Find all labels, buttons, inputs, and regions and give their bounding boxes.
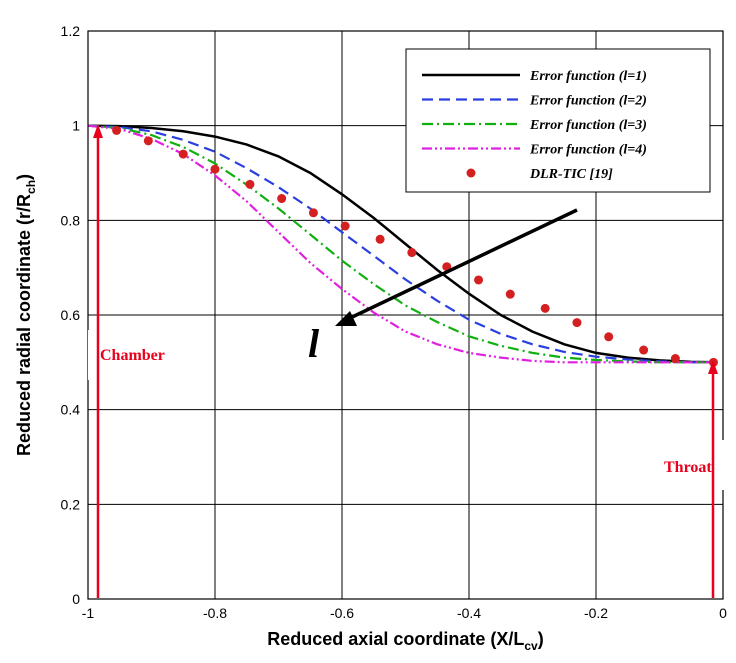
x-tick-label: -0.2: [584, 605, 608, 621]
y-tick-label: 0.2: [61, 496, 81, 512]
series-5-point: [407, 248, 417, 258]
series-4-line: [87, 124, 717, 364]
series-5-point: [505, 289, 515, 299]
throat-arrowhead: [708, 360, 718, 374]
x-axis-title-main: Reduced axial coordinate (X/L: [267, 629, 524, 649]
legend-box: [405, 48, 711, 193]
y-tick-label: 0: [72, 591, 80, 607]
legend-label-5: DLR-TIC [19]: [529, 167, 613, 182]
legend-label-3: Error function (l=3): [529, 118, 647, 133]
series-5-point: [474, 275, 484, 285]
legend: Error function (l=1) Error function (l=2)…: [405, 48, 711, 193]
series-5-point: [210, 164, 220, 174]
throat-label: Throat: [664, 459, 712, 476]
series-5-point: [540, 303, 550, 313]
x-axis-title: Reduced axial coordinate (X/Lcv): [267, 629, 543, 653]
chamber-arrowhead: [93, 124, 103, 138]
chamber-label-bg: [88, 330, 208, 380]
series-5-point: [639, 345, 649, 355]
y-axis-title-main: Reduced radial coordinate (r/R: [14, 194, 34, 456]
series-group: [87, 124, 718, 367]
series-1-line: [87, 124, 717, 364]
legend-label-1: Error function (l=1): [529, 69, 647, 84]
series-5-point: [340, 221, 350, 231]
chamber-label: Chamber: [100, 347, 165, 364]
annotations: Chamber Throat l: [88, 124, 725, 598]
y-axis-title-sub: ch: [24, 180, 38, 194]
grid: [87, 30, 724, 600]
series-5-point: [442, 262, 452, 272]
series-5-point: [670, 354, 680, 364]
series-5-point: [143, 136, 153, 146]
series-5-point: [277, 194, 287, 204]
series-5-point: [604, 332, 614, 342]
y-tick-label: 0.8: [61, 212, 81, 228]
series-5-point: [572, 318, 582, 328]
x-tick-label: -0.4: [457, 605, 481, 621]
series-5-point: [112, 125, 122, 135]
series-3-line: [87, 124, 717, 364]
legend-label-4: Error function (l=4): [529, 143, 647, 158]
series-2-line: [87, 124, 717, 364]
l-arrow-label: l: [308, 321, 320, 366]
y-tick-label: 1.2: [61, 23, 81, 39]
legend-label-2: Error function (l=2): [529, 94, 647, 109]
l-direction-arrowhead: [335, 311, 357, 326]
axis-ticks: -1 -0.8 -0.6 -0.4 -0.2 0 0 0.2 0.4 0.6 0.8 1 1.2: [61, 23, 728, 621]
x-tick-label: -0.6: [330, 605, 354, 621]
legend-swatch-5: [466, 168, 476, 178]
x-tick-label: -0.8: [203, 605, 227, 621]
x-axis-title-end: ): [538, 629, 544, 649]
series-5-point: [375, 234, 385, 244]
series-5-point: [245, 179, 255, 189]
x-tick-label: 0: [719, 605, 727, 621]
y-tick-label: 0.6: [61, 307, 81, 323]
x-axis-title-sub: cv: [524, 639, 538, 653]
y-tick-label: 0.4: [61, 402, 81, 418]
x-tick-label: -1: [82, 605, 95, 621]
plot-frame: [87, 30, 724, 600]
y-axis-title: Reduced radial coordinate (r/Rch): [14, 174, 38, 456]
series-5-point: [178, 149, 188, 159]
y-axis-title-end: ): [14, 174, 34, 180]
y-tick-label: 1: [72, 118, 80, 134]
series-5-point: [308, 208, 318, 218]
l-direction-arrow: [347, 208, 578, 321]
